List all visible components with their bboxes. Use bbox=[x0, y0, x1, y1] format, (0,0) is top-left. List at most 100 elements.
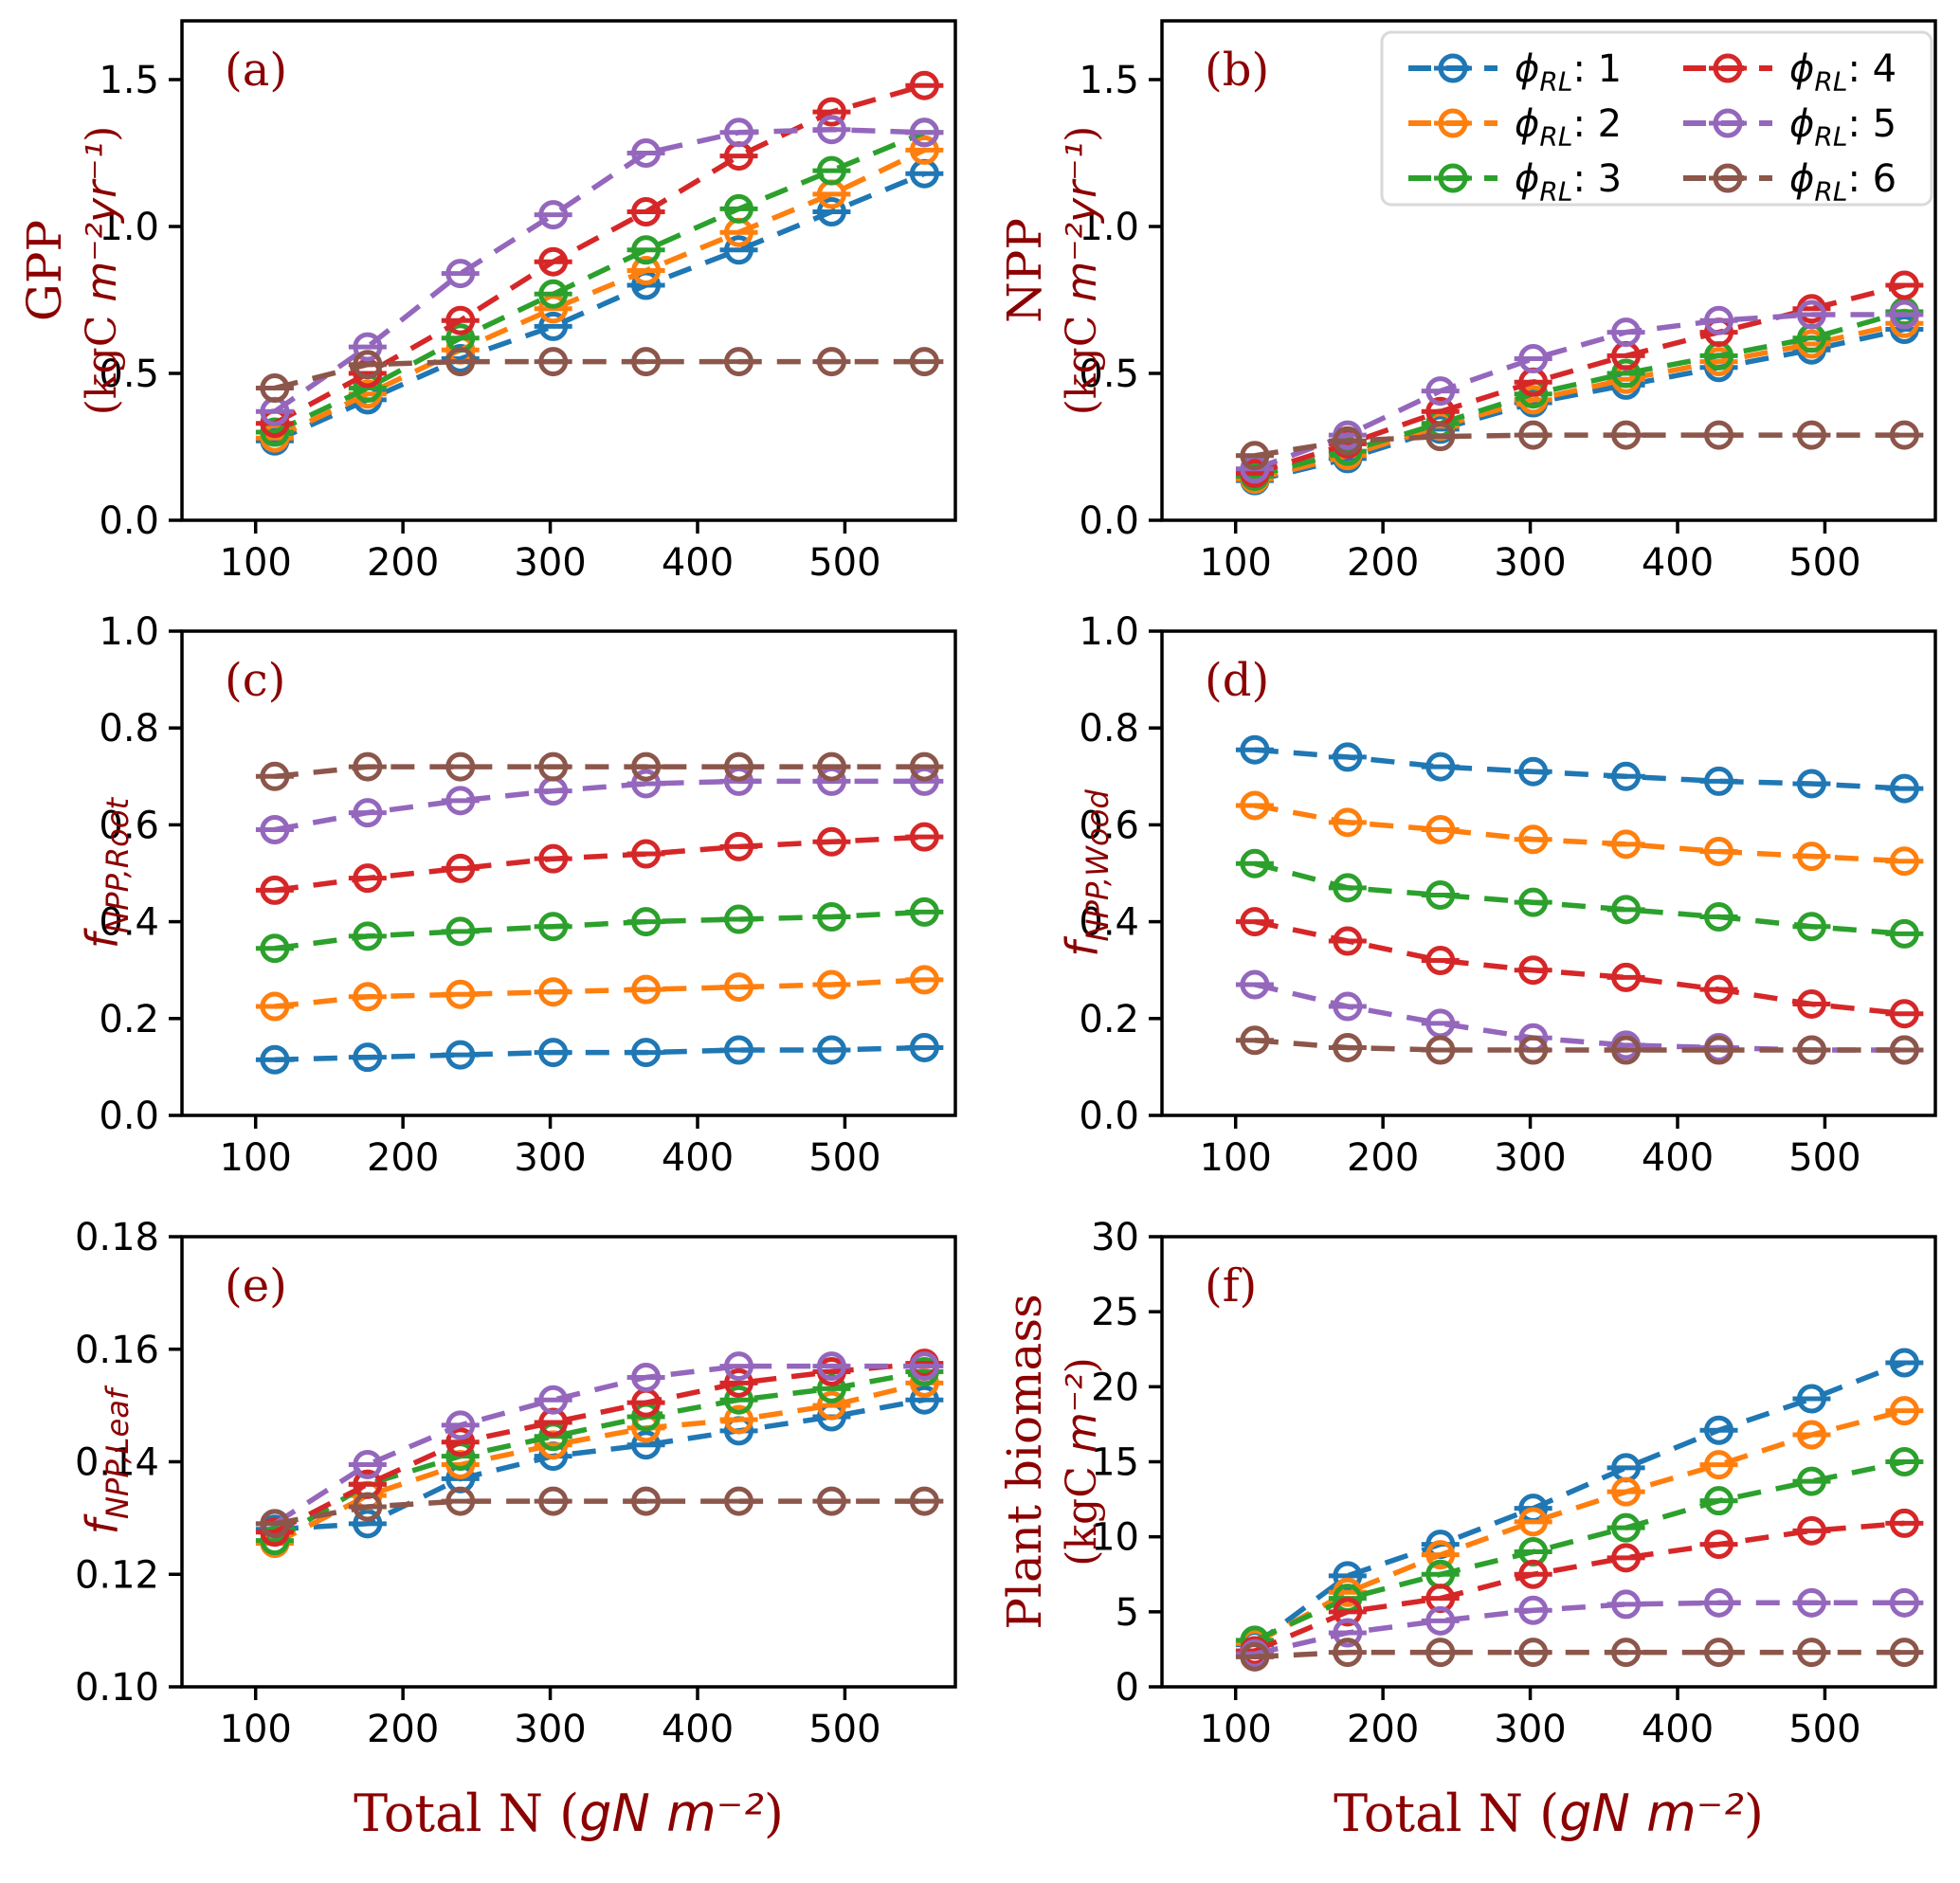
y-tick-label: 30 bbox=[1091, 1216, 1139, 1259]
panel-f-letter: (f) bbox=[1205, 1259, 1257, 1313]
y-tick-label: 0.8 bbox=[1079, 707, 1139, 751]
y-tick-label: 0.10 bbox=[75, 1666, 159, 1710]
panel-b-plot-box bbox=[1160, 19, 1937, 522]
x-tick-label: 200 bbox=[1347, 1136, 1419, 1180]
legend-phi_1-label: ϕRL: 1 bbox=[1515, 47, 1622, 98]
legend-phi_2-label: ϕRL: 2 bbox=[1515, 102, 1622, 153]
y-tick-label: 0.12 bbox=[75, 1553, 159, 1597]
panel-b-ylabel-line2: (kgC m⁻²yr⁻¹) bbox=[1058, 126, 1106, 416]
y-tick-label: 0.5 bbox=[99, 353, 159, 396]
x-tick-label: 500 bbox=[1788, 1708, 1860, 1751]
panel-f-ylabel-line2: (kgC m⁻²) bbox=[1058, 1357, 1106, 1566]
x-tick-label: 300 bbox=[1494, 541, 1566, 585]
x-tick-label: 400 bbox=[1642, 1708, 1714, 1751]
x-tick-label: 500 bbox=[808, 1136, 880, 1180]
panel-c-phi_3-line bbox=[274, 909, 925, 951]
panel-c-letter: (c) bbox=[225, 654, 285, 707]
panel-e-phi_3-line bbox=[273, 1368, 925, 1543]
x-tick-label: 300 bbox=[514, 541, 586, 585]
x-tick-label: 400 bbox=[662, 541, 734, 585]
y-tick-label: 1.5 bbox=[99, 59, 159, 102]
panel-e-ylabel: fNPP,Leaf bbox=[77, 1385, 136, 1534]
y-tick-label: 0.0 bbox=[99, 499, 159, 543]
x-tick-label: 500 bbox=[1788, 541, 1860, 585]
panel-b-ylabel-line1: NPP bbox=[997, 218, 1052, 323]
panel-f-phi_1-line bbox=[1253, 1360, 1906, 1647]
y-tick-label: 0.14 bbox=[75, 1441, 159, 1485]
y-tick-label: 10 bbox=[1091, 1516, 1139, 1560]
panel-e-phi_6-line bbox=[274, 1498, 925, 1527]
panel-a-phi_6-markers bbox=[255, 347, 944, 403]
panel-c: 100 200 300 400 500 0.0 0.2 0.4 0.6 0.8 1.0 (c) fNPP… bbox=[77, 610, 957, 1180]
x-tick-label: 100 bbox=[1200, 1136, 1272, 1180]
y-tick-label: 15 bbox=[1091, 1441, 1139, 1485]
panel-b-phi_3-line bbox=[1254, 309, 1906, 480]
y-tick-label: 0.6 bbox=[99, 804, 159, 847]
panel-d-phi_6-line bbox=[1254, 1038, 1905, 1053]
x-tick-label: 100 bbox=[1200, 1708, 1272, 1751]
panel-e-phi_5-markers bbox=[255, 1351, 944, 1539]
y-tick-label: 1.5 bbox=[1079, 59, 1139, 102]
legend-phi_4-label: ϕRL: 4 bbox=[1789, 47, 1896, 98]
x-axis-title: Total N (gN m⁻²) bbox=[1334, 1783, 1764, 1843]
panel-e-letter: (e) bbox=[225, 1259, 287, 1313]
panel-c-phi_6-line bbox=[274, 764, 925, 780]
panel-d-phi_3-markers bbox=[1235, 848, 1924, 949]
x-tick-label: 100 bbox=[1200, 541, 1272, 585]
x-tick-label: 300 bbox=[514, 1136, 586, 1180]
legend-box bbox=[1380, 30, 1933, 207]
panel-b: 100 200 300 400 500 0.0 0.5 1.0 1.5 (b) NPP(kgC m⁻… bbox=[997, 19, 1937, 585]
panel-a-phi_3-markers bbox=[255, 118, 944, 447]
panel-b-phi_1-line bbox=[1254, 326, 1905, 483]
panel-d: 100 200 300 400 500 0.0 0.2 0.4 0.6 0.8 1.0 (d) fNPP… bbox=[1057, 610, 1937, 1180]
y-tick-label: 25 bbox=[1091, 1291, 1139, 1334]
panel-d-phi_4-line bbox=[1254, 918, 1905, 1017]
panel-d-plot-box bbox=[1160, 629, 1937, 1117]
panel-a-ylabel-line2: (kgC m⁻²yr⁻¹) bbox=[78, 126, 126, 416]
x-tick-label: 400 bbox=[662, 1136, 734, 1180]
x-tick-label: 200 bbox=[367, 541, 439, 585]
x-axis-title: Total N (gN m⁻²) bbox=[354, 1783, 784, 1843]
panel-a-plot-box bbox=[180, 19, 957, 522]
panel-f-phi_6-line bbox=[1254, 1649, 1905, 1660]
panel-d-phi_6-markers bbox=[1235, 1025, 1924, 1065]
y-tick-label: 0 bbox=[1116, 1666, 1139, 1710]
panel-c-phi_4-markers bbox=[255, 822, 944, 905]
x-tick-label: 300 bbox=[1494, 1708, 1566, 1751]
panel-e-phi_6-markers bbox=[255, 1486, 944, 1539]
y-tick-label: 1.0 bbox=[1079, 206, 1139, 249]
x-tick-label: 200 bbox=[1347, 541, 1419, 585]
y-tick-label: 20 bbox=[1091, 1366, 1139, 1409]
y-tick-label: 0.8 bbox=[99, 707, 159, 751]
panel-a-phi_3-line bbox=[273, 130, 926, 435]
panel-b-phi_2-line bbox=[1254, 320, 1905, 482]
y-tick-label: 0.0 bbox=[1079, 499, 1139, 543]
x-tick-label: 100 bbox=[220, 1708, 292, 1751]
panel-f-phi_6-markers bbox=[1235, 1638, 1924, 1672]
panel-d-phi_2-markers bbox=[1235, 790, 1924, 877]
panel-c-phi_3-markers bbox=[255, 896, 944, 964]
panel-c-phi_1-markers bbox=[255, 1032, 944, 1075]
x-tick-label: 100 bbox=[220, 1136, 292, 1180]
panel-d-phi_4-markers bbox=[1235, 907, 1924, 1029]
panel-c-phi_6-markers bbox=[255, 751, 944, 791]
panel-f-phi_3-line bbox=[1253, 1458, 1905, 1643]
panel-c-plot-box bbox=[180, 629, 957, 1117]
panel-f-ylabel-line1: Plant biomass bbox=[997, 1294, 1052, 1629]
y-tick-label: 0.0 bbox=[99, 1095, 159, 1138]
y-tick-label: 1.0 bbox=[1079, 610, 1139, 654]
y-tick-label: 0.4 bbox=[1079, 901, 1139, 945]
panel-a: 100 200 300 400 500 0.0 0.5 1.0 1.5 (a) GPP(kgC m⁻… bbox=[17, 19, 957, 585]
x-tick-label: 400 bbox=[662, 1708, 734, 1751]
panel-a-phi_4-markers bbox=[255, 70, 944, 439]
panel-c-phi_2-markers bbox=[255, 965, 944, 1022]
panel-e-phi_5-line bbox=[273, 1363, 925, 1527]
panel-c-ylabel: fNPP,Root bbox=[77, 796, 136, 949]
panel-b-phi_6-line bbox=[1254, 432, 1905, 459]
panel-e-phi_4-line bbox=[273, 1360, 925, 1535]
panel-f-phi_2-line bbox=[1253, 1408, 1906, 1646]
y-tick-label: 1.0 bbox=[99, 610, 159, 654]
y-tick-label: 0.16 bbox=[75, 1329, 159, 1372]
